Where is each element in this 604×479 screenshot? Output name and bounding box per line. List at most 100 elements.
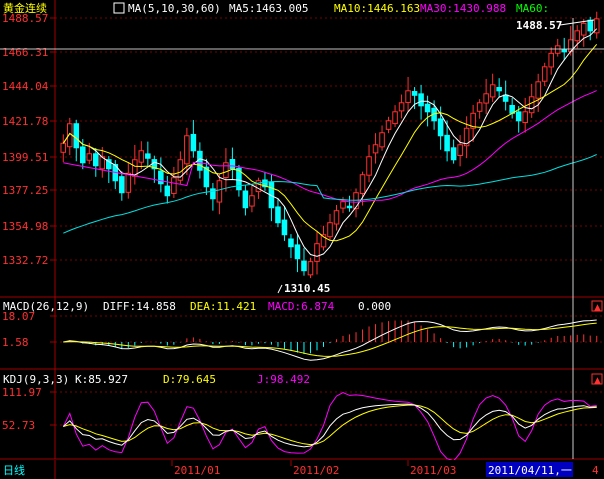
y-tick-label: 1421.78 [2, 115, 48, 128]
macd-dea-line [63, 322, 597, 357]
candle-body [372, 144, 379, 154]
candle-body [444, 134, 450, 152]
macd-collapse-button[interactable]: ▲ [591, 300, 603, 313]
candle-body [106, 159, 112, 170]
arrow-up-icon: ▲ [594, 376, 601, 386]
candle-body [210, 188, 216, 200]
candle-body [158, 170, 164, 185]
y-tick-label: 1466.31 [2, 46, 48, 59]
ma5-label: MA5:1463.005 [229, 2, 308, 15]
candle-body [184, 135, 190, 165]
cursor-date-box [486, 462, 573, 477]
candle-body [242, 190, 249, 209]
y-tick-label: 111.97 [2, 386, 42, 399]
candle-body [587, 19, 594, 32]
candle-body [580, 22, 587, 36]
ma30-label: MA30:1430.988 [420, 2, 506, 15]
candle-body [307, 261, 314, 276]
candle-body [535, 81, 541, 99]
candle-body [281, 219, 288, 236]
ma30-line [63, 90, 597, 203]
candle-body [502, 94, 509, 102]
kdj-k-line [62, 403, 597, 448]
candle-body [314, 243, 320, 262]
y-tick-label: 1377.25 [2, 184, 48, 197]
macd-lines [63, 319, 597, 361]
candle-body [73, 123, 80, 149]
high-price-pointer [559, 19, 595, 26]
kdj-label: KDJ(9,3,3) [3, 373, 69, 386]
y-tick-label: 52.73 [2, 419, 35, 432]
candle-body [515, 111, 522, 122]
candle-body [496, 87, 502, 92]
x-axis-ticks: 2011/01 2011/02 2011/03 [171, 460, 456, 477]
y-tick-label: 1399.51 [2, 151, 48, 164]
candle-body [470, 112, 476, 129]
macd-gridlines [55, 315, 604, 343]
candle-body [424, 103, 431, 113]
macd-value-label: MACD:6.874 [268, 300, 335, 313]
ma5-line [62, 28, 598, 257]
kdj-k-label: K:85.927 [75, 373, 128, 386]
period-label[interactable]: 日线 [3, 463, 25, 477]
low-price-pointer [277, 284, 283, 294]
macd-diff-label: DIFF:14.858 [103, 300, 176, 313]
candle-body [216, 180, 223, 203]
candle-body [398, 102, 405, 112]
moving-average-lines [62, 28, 598, 257]
candle-body [340, 201, 346, 209]
candle-body [548, 52, 554, 68]
macd-label: MACD(26,12,9) [3, 300, 89, 313]
candle-body [262, 179, 268, 188]
footer-bar [0, 460, 604, 479]
candle-body [171, 177, 177, 194]
candle-body [346, 205, 353, 209]
candle-body [79, 146, 86, 164]
candle-body [385, 120, 392, 130]
macd-zero-label: 0.000 [358, 300, 391, 313]
instrument-title: 黄金连续 [3, 1, 47, 15]
candle-body [223, 162, 229, 179]
arrow-up-icon: ▲ [594, 303, 601, 313]
candle-body [541, 66, 548, 82]
candle-body [138, 150, 145, 163]
high-price-label: 1488.57 [516, 19, 562, 32]
candle-body [236, 167, 242, 191]
candle-body [125, 172, 132, 193]
y-tick-label: 1488.57 [2, 12, 48, 25]
candle-body [418, 93, 424, 107]
kdj-j-line [62, 392, 597, 462]
candle-body [190, 133, 197, 152]
macd-histogram [69, 320, 598, 355]
candle-body [463, 127, 470, 147]
candle-body [320, 234, 327, 248]
candle-body [528, 96, 535, 114]
candle-body [203, 166, 210, 188]
ma-indicator-label: MA(5,10,30,60) [128, 2, 221, 15]
kdj-d-label: D:79.645 [163, 373, 216, 386]
kdj-collapse-button[interactable]: ▲ [591, 373, 603, 386]
kdj-gridlines [55, 391, 604, 426]
candle-body [294, 244, 301, 260]
x-tick-label: 2011/01 [174, 464, 220, 477]
candle-body [483, 93, 489, 104]
candle-body [164, 185, 171, 197]
y-tick-label: 1332.72 [2, 254, 48, 267]
candle-body [405, 90, 411, 103]
candle-body [288, 238, 294, 248]
candle-body [554, 45, 561, 54]
ma10-label: MA10:1446.163 [334, 2, 420, 15]
candle-body [457, 144, 463, 157]
cursor-date: 2011/04/11,一 [488, 464, 572, 477]
indicator-icon [113, 2, 125, 14]
y-tick-label: 1354.98 [2, 220, 48, 233]
candle-body [301, 260, 307, 272]
kdj-j-label: J:98.492 [257, 373, 310, 386]
candle-body [333, 210, 340, 225]
x-tick-label: 2011/02 [293, 464, 339, 477]
candle-body [119, 176, 125, 194]
y-tick-label: 18.07 [2, 310, 35, 323]
candle-body [86, 153, 93, 161]
